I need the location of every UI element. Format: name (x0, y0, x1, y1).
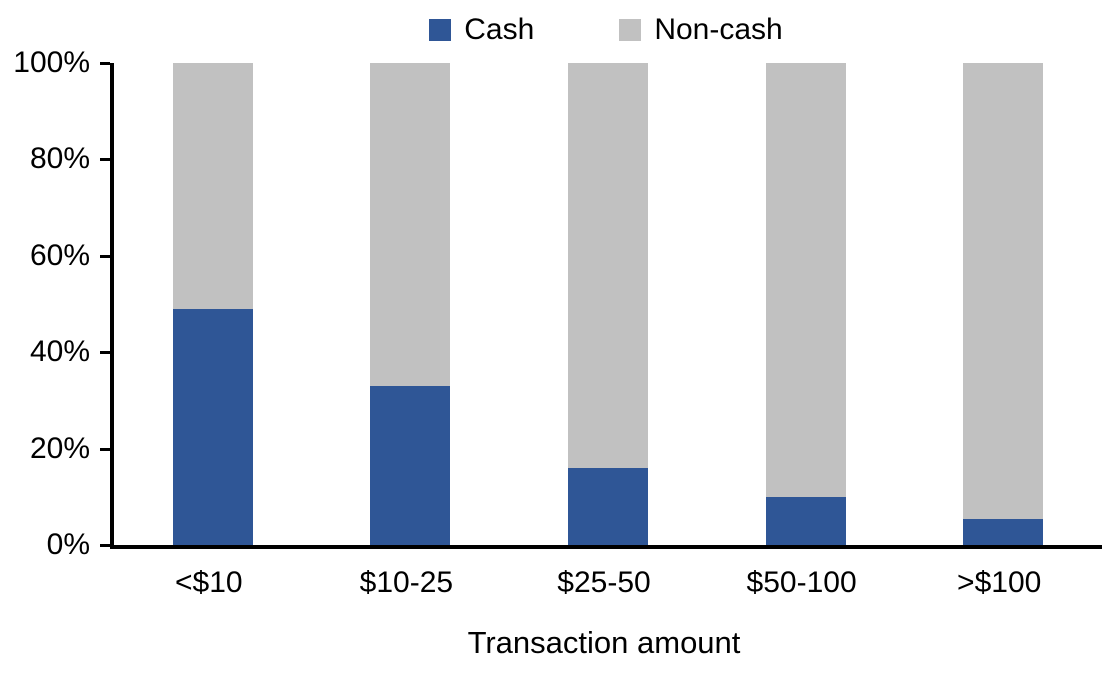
bar-segment-non-cash (765, 63, 846, 497)
bar-segment-cash (370, 385, 451, 545)
x-category-label: $10-25 (359, 566, 454, 599)
bar-segment-cash (765, 496, 846, 545)
y-tick-mark (100, 62, 110, 65)
legend-item-noncash: Non-cash (619, 13, 783, 46)
x-category-label: $25-50 (557, 566, 651, 599)
legend: Cash Non-cash (110, 10, 1102, 50)
bar-3 (568, 63, 648, 545)
y-tick-label: 80% (29, 142, 90, 176)
legend-label-noncash: Non-cash (654, 13, 783, 46)
bar-segment-non-cash (568, 63, 648, 468)
bar-segment-cash (568, 467, 648, 545)
y-tick-mark (100, 544, 110, 547)
plot-area: 0% 20% 40% 60% 80% 100% (13, 46, 1102, 561)
y-tick-mark (100, 447, 110, 451)
x-category-label: $50-100 (746, 566, 857, 599)
y-tick-mark (100, 254, 110, 258)
y-tick-mark (100, 158, 110, 162)
bar-segment-non-cash (172, 63, 253, 309)
bar-1 (172, 63, 253, 545)
legend-label-cash: Cash (464, 13, 535, 46)
bar-segment-non-cash (370, 63, 451, 386)
bar-2 (370, 63, 451, 545)
y-tick-label: 100% (13, 46, 90, 79)
y-tick-label: 40% (29, 335, 90, 369)
bar-segment-non-cash (963, 63, 1044, 519)
bar-segment-cash (172, 308, 253, 545)
x-category-label: <$10 (175, 566, 243, 599)
noncash-swatch-icon (619, 19, 642, 41)
y-tick-label: 60% (29, 238, 90, 272)
y-tick-label: 20% (29, 431, 90, 465)
bar-5 (963, 63, 1044, 545)
cash-swatch-icon (429, 19, 452, 41)
x-axis-title: Transaction amount (467, 625, 741, 660)
x-axis-labels: <$10 $10-25 $25-50 $50-100 >$100 (110, 565, 1098, 605)
bar-4 (765, 63, 846, 545)
legend-item-cash: Cash (429, 15, 534, 45)
x-category-label: >$100 (957, 566, 1042, 599)
y-tick-label: 0% (46, 528, 90, 561)
bar-segment-cash (963, 518, 1044, 545)
y-tick-mark (100, 351, 110, 355)
